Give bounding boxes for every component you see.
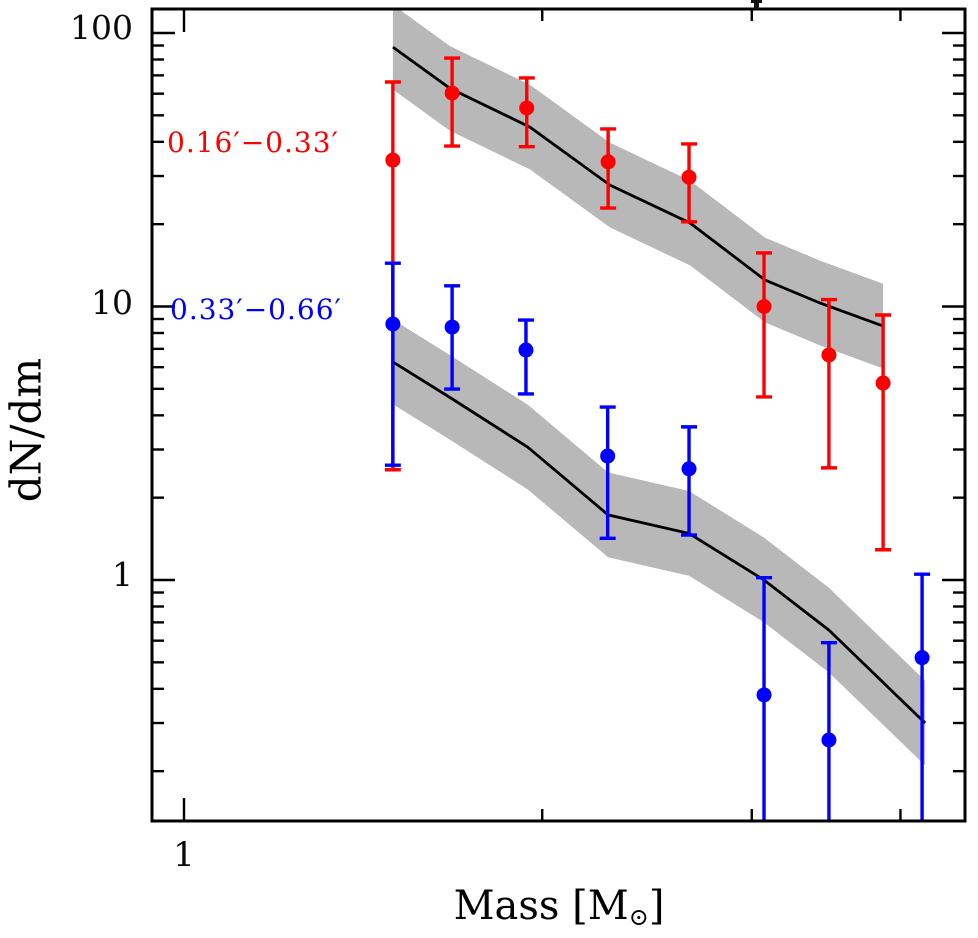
confidence-band-0	[392, 9, 884, 369]
data-point	[600, 154, 616, 170]
model-lines	[392, 45, 927, 725]
data-point	[756, 687, 772, 703]
data-point	[385, 152, 401, 168]
data-point	[756, 299, 772, 314]
data-point	[681, 461, 697, 477]
model-confidence-bands	[392, 9, 926, 766]
series-0-points	[384, 56, 892, 552]
y-tick-label-10: 10	[91, 283, 133, 322]
model-line-1	[392, 360, 927, 725]
data-point	[821, 347, 837, 363]
data-point	[518, 342, 534, 358]
solar-mass-symbol: ⊙	[628, 903, 649, 931]
x-axis-title-prefix: Mass [M	[453, 883, 629, 929]
axis-ticks	[153, 10, 964, 820]
y-axis-title: dN/dm	[1, 357, 51, 503]
legend-entry-inner-annulus: 0.16′−0.33′	[167, 126, 339, 159]
data-point	[914, 650, 930, 666]
cropped-title-glyph	[751, 0, 762, 9]
data-point	[600, 448, 616, 464]
data-point	[444, 85, 460, 101]
series-1-points	[384, 261, 931, 821]
data-point	[875, 375, 891, 391]
data-point	[385, 316, 401, 332]
x-tick-label-1: 1	[173, 835, 195, 875]
x-axis-title-suffix: ]	[648, 883, 665, 929]
plot-frame	[150, 7, 967, 823]
data-point	[444, 319, 460, 335]
data-point	[821, 732, 837, 748]
legend-entry-outer-annulus: 0.33′−0.66′	[170, 293, 342, 326]
y-tick-label-1: 1	[112, 555, 133, 594]
model-line-0	[392, 45, 884, 328]
data-point	[681, 169, 697, 185]
confidence-band-1	[392, 319, 926, 766]
data-point	[519, 100, 535, 116]
x-axis-title: Mass [M⊙]	[453, 883, 665, 931]
y-tick-label-100: 100	[70, 8, 133, 47]
